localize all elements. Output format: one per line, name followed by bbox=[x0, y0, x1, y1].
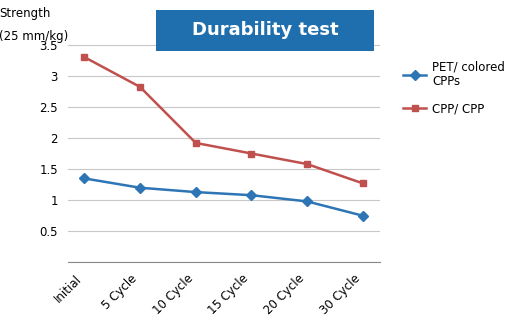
Legend: PET/ colored
CPPs, CPP/ CPP: PET/ colored CPPs, CPP/ CPP bbox=[398, 55, 510, 120]
Text: (25 mm/kg): (25 mm/kg) bbox=[0, 30, 68, 43]
Text: Durability test: Durability test bbox=[192, 21, 339, 39]
Text: Strength: Strength bbox=[0, 7, 50, 20]
